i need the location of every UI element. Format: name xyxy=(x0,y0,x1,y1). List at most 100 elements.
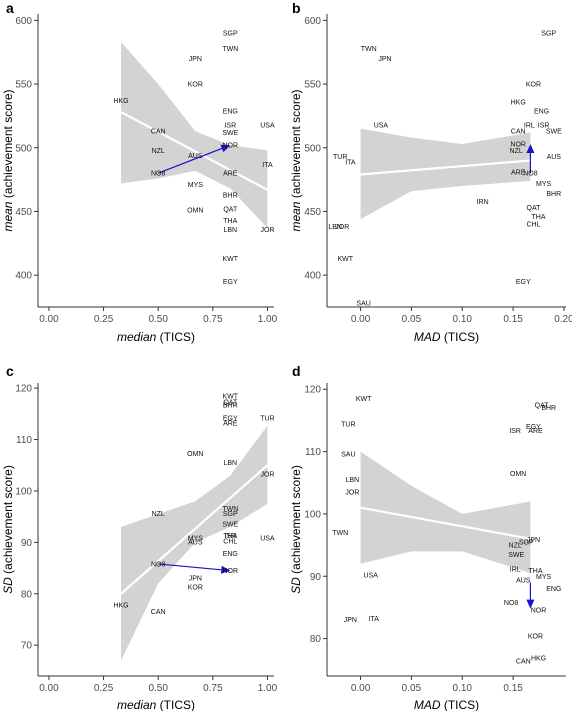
point-label: MYS xyxy=(536,574,552,581)
y-tick-label: 80 xyxy=(21,589,33,600)
arrow-head xyxy=(526,599,535,609)
point-label: CHL xyxy=(223,538,237,545)
x-tick-label: 0.75 xyxy=(203,314,223,325)
arrow-line xyxy=(157,147,223,174)
point-label: SGP xyxy=(541,31,556,38)
y-tick-label: 100 xyxy=(304,509,321,520)
confidence-band xyxy=(121,425,268,661)
point-label: MYS xyxy=(536,181,552,188)
y-tick-label: 550 xyxy=(304,80,321,91)
y-axis-title: SD (achievement score) xyxy=(289,465,303,594)
panel-a: SGP TWN JPN KOR HKG ENG ISR USA CAN SWE NOR NZL AUS I… xyxy=(1,0,278,344)
point-label: MYS xyxy=(188,182,204,189)
x-tick-label: 0.25 xyxy=(94,683,114,694)
y-tick-label: 600 xyxy=(15,16,32,27)
point-label: ARE xyxy=(223,421,238,428)
point-label: SGP xyxy=(519,539,534,546)
x-tick-label: 0.25 xyxy=(94,314,114,325)
point-label: CAN xyxy=(516,659,531,666)
point-label: TWN xyxy=(222,506,238,513)
point-label: NO8 xyxy=(151,171,166,178)
point-label: ISR xyxy=(509,428,521,435)
point-label: ARE xyxy=(223,171,238,178)
point-label: QAT xyxy=(535,402,550,409)
point-label: EGY xyxy=(526,424,541,431)
x-tick-label: 0.75 xyxy=(203,683,223,694)
point-label: NO8 xyxy=(504,600,519,607)
point-label: QAT xyxy=(527,205,542,212)
point-label: IRL xyxy=(510,566,521,573)
point-label: KOR xyxy=(188,82,203,89)
point-label: EGY xyxy=(516,279,531,286)
point-label: ISR xyxy=(538,122,550,129)
arrow-head xyxy=(526,143,535,153)
point-label: EGY xyxy=(223,415,238,422)
point-label: THA xyxy=(223,533,237,540)
point-label: KWT xyxy=(223,256,239,263)
y-tick-label: 90 xyxy=(21,538,33,549)
point-label: ARE xyxy=(511,169,526,176)
x-tick-label: 0.10 xyxy=(453,683,473,694)
y-tick-label: 400 xyxy=(304,271,321,282)
fit-line xyxy=(120,464,269,595)
y-tick-label: 500 xyxy=(15,143,32,154)
point-label: SWE xyxy=(222,130,238,137)
point-label: CAN xyxy=(151,129,166,136)
y-tick-label: 450 xyxy=(304,207,321,218)
x-tick-label: 0.00 xyxy=(351,683,371,694)
point-label: QAT xyxy=(223,400,238,407)
point-label: BHR xyxy=(541,405,556,412)
y-tick-label: 500 xyxy=(304,143,321,154)
x-tick-label: 0.00 xyxy=(39,683,59,694)
point-label: TUR xyxy=(341,422,355,429)
panel-letter: b xyxy=(292,0,301,16)
confidence-band xyxy=(360,128,531,220)
arrow-line xyxy=(158,563,222,571)
x-tick-label: 0.50 xyxy=(148,683,168,694)
x-axis-title: median (TICS) xyxy=(117,330,195,344)
point-label: ENG xyxy=(223,551,238,558)
point-label: USA xyxy=(374,122,389,129)
y-tick-label: 600 xyxy=(304,16,321,27)
panel-letter: c xyxy=(6,363,14,379)
point-label: KOR xyxy=(526,82,541,89)
point-label: AUS xyxy=(547,154,562,161)
point-label: KWT xyxy=(223,393,239,400)
point-label: QAT xyxy=(223,206,238,213)
point-label: THA xyxy=(532,214,546,221)
x-axis-title: median (TICS) xyxy=(117,698,195,711)
point-label: THA xyxy=(223,218,237,225)
point-label: ARE xyxy=(528,428,543,435)
point-label: BHR xyxy=(223,403,238,410)
point-label: USA xyxy=(364,573,379,580)
x-tick-label: 0.20 xyxy=(554,314,572,325)
point-label: KWT xyxy=(356,396,372,403)
point-label: ISR xyxy=(224,533,236,540)
y-tick-label: 110 xyxy=(305,447,321,458)
point-label: HKG xyxy=(511,99,526,106)
point-label: NO8 xyxy=(151,561,166,568)
point-label: CAN xyxy=(511,129,526,136)
point-label: JPN xyxy=(189,575,202,582)
y-axis-title: mean (achievement score) xyxy=(289,89,303,231)
point-label: LBN xyxy=(346,477,360,484)
point-label: TWN xyxy=(332,530,348,537)
point-label: ITA xyxy=(345,159,356,166)
point-label: TUR xyxy=(333,154,347,161)
point-label: JPN xyxy=(189,56,202,63)
point-label: OMN xyxy=(187,451,203,458)
x-tick-label: 0.05 xyxy=(402,683,422,694)
point-label: NO8 xyxy=(523,171,538,178)
x-axis-title: MAD (TICS) xyxy=(414,698,479,711)
point-label: HKG xyxy=(113,603,128,610)
point-label: SWE xyxy=(546,129,562,136)
point-label: TWN xyxy=(222,46,238,53)
point-label: JPN xyxy=(378,56,391,63)
x-tick-label: 0.00 xyxy=(351,314,371,325)
panel-letter: d xyxy=(292,363,301,379)
point-label: ENG xyxy=(534,108,549,115)
point-label: HKG xyxy=(113,98,128,105)
point-label: NZL xyxy=(509,543,522,550)
